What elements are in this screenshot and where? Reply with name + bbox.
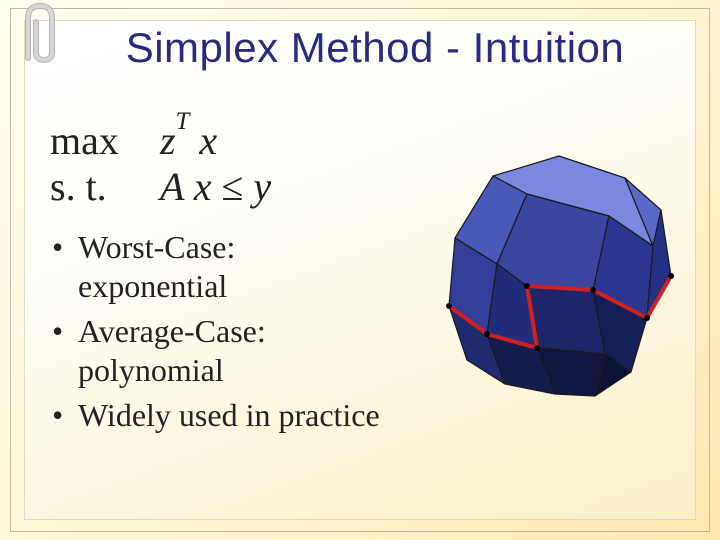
slide-title: Simplex Method - Intuition: [50, 24, 700, 72]
math-expr-2: A x ≤ y: [160, 164, 271, 209]
bullet-list: Worst-Case: exponential Average-Case: po…: [50, 228, 380, 435]
polyhedron-figure: [404, 128, 714, 418]
math-label-1: max: [50, 118, 160, 164]
math-label-2: s. t.: [50, 164, 160, 210]
bullet-item: Average-Case: polynomial: [50, 312, 380, 390]
paperclip-icon: [6, 0, 76, 74]
bullet-item: Worst-Case: exponential: [50, 228, 380, 306]
bullet-item: Widely used in practice: [50, 396, 380, 435]
math-expr-1: zT x: [160, 118, 217, 163]
polyhedron-faces: [449, 156, 671, 396]
